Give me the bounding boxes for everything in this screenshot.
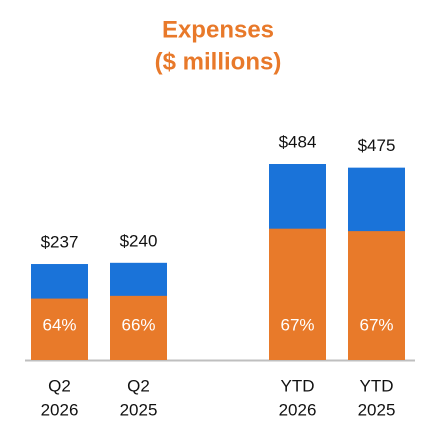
x-tick-label: 2025 <box>358 400 396 419</box>
total-label: $237 <box>41 233 79 252</box>
x-tick-label: YTD <box>281 376 315 395</box>
total-label: $240 <box>120 231 158 250</box>
bar-share <box>31 298 88 360</box>
total-label: $484 <box>279 132 317 151</box>
share-label: 64% <box>42 315 76 334</box>
chart-title: Expenses <box>162 16 274 43</box>
bar-share <box>269 228 326 360</box>
x-tick-label: 2026 <box>279 400 317 419</box>
share-label: 67% <box>359 315 393 334</box>
share-label: 66% <box>121 315 155 334</box>
x-tick-label: YTD <box>360 376 394 395</box>
x-tick-label: 2025 <box>120 400 158 419</box>
x-tick-label: Q2 <box>48 376 71 395</box>
x-tick-label: 2026 <box>41 400 79 419</box>
total-label: $475 <box>358 136 396 155</box>
chart-subtitle: ($ millions) <box>155 48 282 75</box>
share-label: 67% <box>280 315 314 334</box>
bar-share <box>348 231 405 360</box>
x-tick-label: Q2 <box>127 376 150 395</box>
bar-share <box>110 295 167 360</box>
